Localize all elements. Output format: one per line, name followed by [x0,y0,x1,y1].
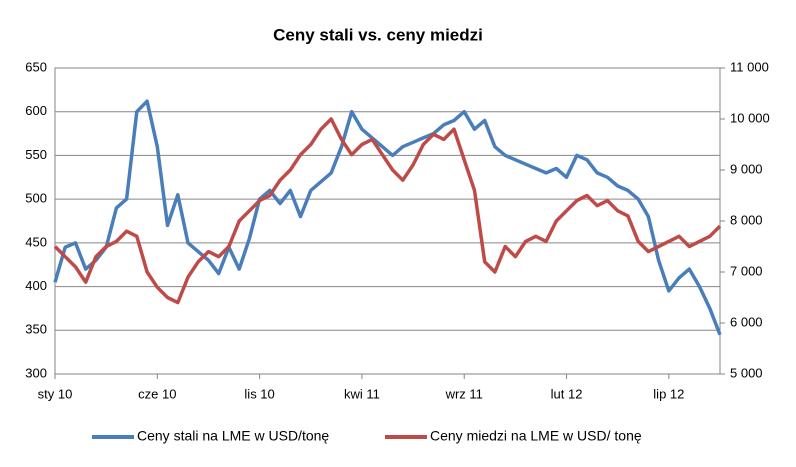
chart-title: Ceny stali vs. ceny miedzi [273,25,483,44]
y-tick-label: 450 [25,234,47,249]
y-tick-label: 550 [25,147,47,162]
y2-tick-label: 8 000 [730,212,763,227]
y2-tick-label: 9 000 [730,161,763,176]
data-line [53,99,722,336]
y2-tick-label: 11 000 [730,59,769,74]
legend-label: Ceny stali na LME w USD/tonę [137,428,329,444]
y-tick-label: 650 [25,59,47,74]
x-tick-label: wrz 11 [445,386,483,401]
legend-label: Ceny miedzi na LME w USD/ tonę [430,428,642,444]
y-tick-label: 350 [25,322,47,337]
x-tick-label: sty 10 [38,386,73,401]
x-tick-label: lip 12 [653,386,684,401]
y-tick-label: 300 [25,365,47,380]
x-tick-label: lis 10 [244,386,274,401]
y-tick-label: 400 [25,278,47,293]
plot-frame [54,67,721,375]
y-tick-label: 500 [25,191,47,206]
x-tick-label: kwi 11 [344,386,380,401]
data-line [53,117,722,305]
y2-tick-label: 6 000 [730,314,763,329]
y2-tick-label: 10 000 [730,110,770,125]
y-tick-label: 600 [25,103,47,118]
y2-tick-label: 5 000 [730,365,763,380]
y2-tick-label: 7 000 [730,263,763,278]
x-tick-label: cze 10 [138,386,176,401]
x-tick-label: lut 12 [551,386,583,401]
